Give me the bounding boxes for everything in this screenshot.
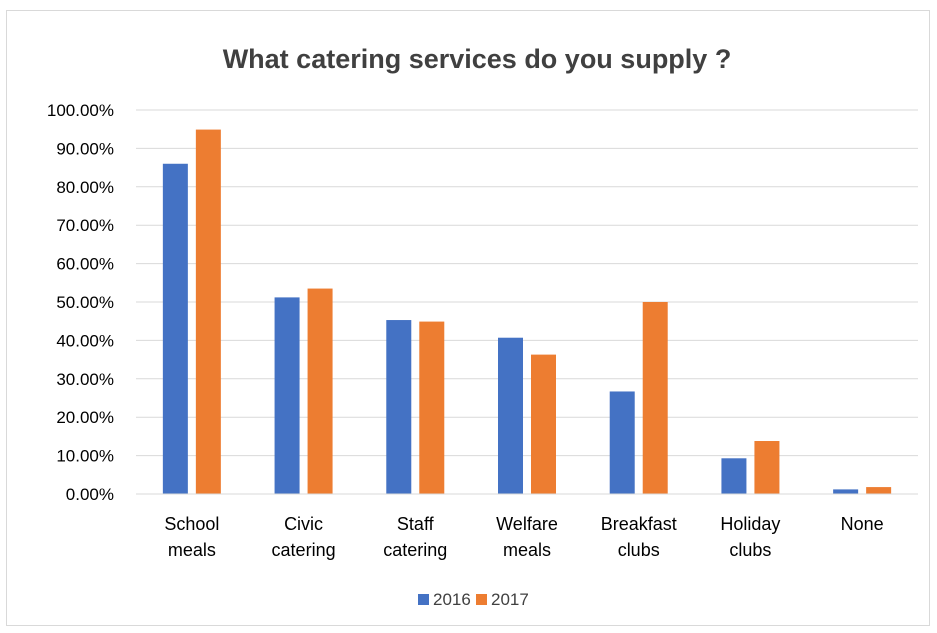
x-category-label: None	[841, 514, 884, 534]
bar-2017	[195, 129, 221, 495]
y-axis-ticks: 0.00% 10.00% 20.00% 30.00% 40.00% 50.00% 60.00…	[47, 101, 114, 504]
x-axis-categories: School meals Civic catering Staff catering Wel…	[164, 514, 883, 560]
bar-2016	[609, 391, 635, 494]
bar-2017	[531, 354, 556, 494]
legend-label: 2017	[491, 590, 529, 609]
y-tick-label: 90.00%	[56, 139, 114, 158]
legend-swatch	[418, 594, 429, 605]
x-category-label: Staff catering	[383, 514, 447, 560]
bar-2017	[307, 288, 333, 494]
y-tick-label: 100.00%	[47, 101, 114, 120]
y-tick-label: 10.00%	[56, 447, 114, 466]
bar-2016	[498, 337, 523, 494]
y-tick-label: 60.00%	[56, 255, 114, 274]
bar-2016	[386, 320, 412, 494]
x-category-label: Breakfast clubs	[601, 514, 677, 560]
bar-2016	[721, 458, 747, 494]
bar-2016	[833, 489, 859, 494]
gridlines	[136, 109, 918, 457]
bar-2016	[274, 297, 300, 494]
bar-2016	[162, 163, 188, 494]
x-category-label: Holiday clubs	[720, 514, 780, 560]
y-tick-label: 80.00%	[56, 178, 114, 197]
y-tick-label: 30.00%	[56, 370, 114, 389]
y-tick-label: 70.00%	[56, 216, 114, 235]
legend: 2016 2017	[418, 590, 529, 609]
legend-label: 2016	[433, 590, 471, 609]
bar-2017	[754, 441, 780, 494]
y-tick-label: 50.00%	[56, 293, 114, 312]
bars	[162, 129, 892, 495]
bar-2017	[642, 302, 668, 494]
y-tick-label: 40.00%	[56, 331, 114, 350]
x-category-label: School meals	[164, 514, 219, 560]
x-category-label: Welfare meals	[496, 514, 558, 560]
y-tick-label: 0.00%	[66, 485, 114, 504]
x-category-label: Civic catering	[272, 514, 336, 560]
bar-2017	[419, 321, 445, 494]
chart-frame	[6, 10, 930, 626]
legend-swatch	[476, 594, 487, 605]
chart-title: What catering services do you supply ?	[223, 44, 732, 74]
y-tick-label: 20.00%	[56, 408, 114, 427]
bar-2017	[866, 487, 892, 494]
